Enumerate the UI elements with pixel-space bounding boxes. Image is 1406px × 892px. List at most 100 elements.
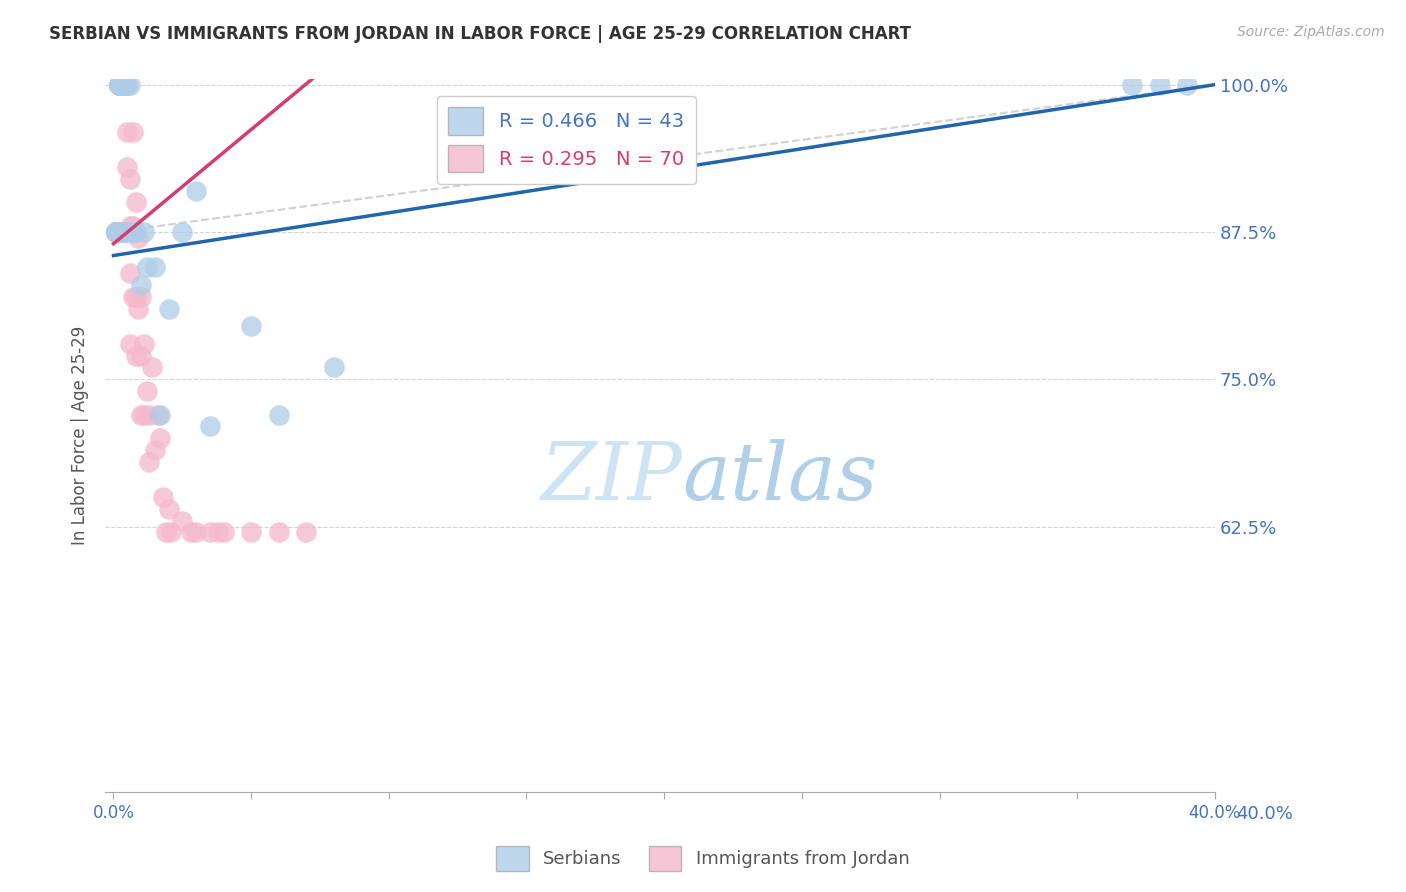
Point bbox=[108, 225, 131, 239]
Point bbox=[114, 225, 136, 239]
Point bbox=[115, 78, 138, 92]
Point bbox=[114, 225, 136, 239]
Point bbox=[118, 172, 141, 186]
Point bbox=[322, 360, 344, 375]
Point bbox=[118, 219, 141, 233]
Point bbox=[114, 225, 136, 239]
Text: ZIP: ZIP bbox=[540, 439, 682, 516]
Point bbox=[146, 408, 169, 422]
Point bbox=[105, 225, 128, 239]
Point bbox=[141, 360, 163, 375]
Point bbox=[124, 290, 146, 304]
Point bbox=[114, 225, 136, 239]
Point bbox=[1149, 78, 1171, 92]
Point bbox=[105, 225, 128, 239]
Point bbox=[114, 78, 136, 92]
Point bbox=[111, 225, 134, 239]
Point bbox=[124, 195, 146, 210]
Point bbox=[105, 225, 128, 239]
Point bbox=[115, 225, 138, 239]
Text: SERBIAN VS IMMIGRANTS FROM JORDAN IN LABOR FORCE | AGE 25-29 CORRELATION CHART: SERBIAN VS IMMIGRANTS FROM JORDAN IN LAB… bbox=[49, 25, 911, 43]
Point bbox=[118, 225, 141, 239]
Text: 40.0%: 40.0% bbox=[1236, 805, 1292, 823]
Point bbox=[121, 225, 143, 239]
Point bbox=[111, 225, 134, 239]
Point bbox=[143, 260, 166, 275]
Point bbox=[160, 525, 183, 540]
Point bbox=[129, 290, 152, 304]
Point bbox=[115, 78, 138, 92]
Point bbox=[172, 225, 194, 239]
Point bbox=[105, 225, 128, 239]
Point bbox=[240, 319, 263, 334]
Point bbox=[118, 78, 141, 92]
Point bbox=[105, 225, 128, 239]
Point bbox=[1121, 78, 1143, 92]
Point bbox=[108, 225, 131, 239]
Point bbox=[105, 225, 128, 239]
Point bbox=[172, 514, 194, 528]
Point bbox=[184, 184, 207, 198]
Point bbox=[108, 225, 131, 239]
Point bbox=[105, 225, 128, 239]
Point bbox=[118, 337, 141, 351]
Point bbox=[111, 225, 134, 239]
Point bbox=[132, 225, 155, 239]
Legend: Serbians, Immigrants from Jordan: Serbians, Immigrants from Jordan bbox=[489, 838, 917, 879]
Point bbox=[115, 78, 138, 92]
Point bbox=[115, 125, 138, 139]
Point bbox=[105, 225, 128, 239]
Point bbox=[127, 301, 149, 316]
Point bbox=[115, 78, 138, 92]
Point bbox=[129, 277, 152, 292]
Point bbox=[240, 525, 263, 540]
Point bbox=[152, 490, 174, 504]
Point bbox=[111, 225, 134, 239]
Point bbox=[108, 225, 131, 239]
Point bbox=[105, 225, 128, 239]
Point bbox=[108, 225, 131, 239]
Point bbox=[105, 225, 128, 239]
Point bbox=[138, 408, 160, 422]
Point bbox=[124, 349, 146, 363]
Point bbox=[108, 78, 131, 92]
Point bbox=[149, 431, 172, 445]
Point bbox=[111, 78, 134, 92]
Point bbox=[114, 225, 136, 239]
Point bbox=[157, 501, 180, 516]
Point bbox=[111, 78, 134, 92]
Point bbox=[108, 225, 131, 239]
Point bbox=[121, 219, 143, 233]
Point bbox=[111, 78, 134, 92]
Point bbox=[143, 442, 166, 457]
Point bbox=[105, 225, 128, 239]
Point bbox=[198, 419, 221, 434]
Point bbox=[184, 525, 207, 540]
Point bbox=[111, 225, 134, 239]
Point bbox=[105, 225, 128, 239]
Point bbox=[115, 160, 138, 174]
Point bbox=[135, 260, 157, 275]
Point bbox=[598, 160, 620, 174]
Point bbox=[149, 408, 172, 422]
Point bbox=[135, 384, 157, 398]
Point bbox=[114, 225, 136, 239]
Point bbox=[121, 290, 143, 304]
Point bbox=[114, 78, 136, 92]
Point bbox=[118, 266, 141, 280]
Point bbox=[108, 225, 131, 239]
Point bbox=[129, 349, 152, 363]
Point bbox=[105, 225, 128, 239]
Legend: R = 0.466   N = 43, R = 0.295   N = 70: R = 0.466 N = 43, R = 0.295 N = 70 bbox=[437, 95, 696, 184]
Point bbox=[111, 78, 134, 92]
Point bbox=[111, 78, 134, 92]
Point bbox=[105, 225, 128, 239]
Point bbox=[155, 525, 177, 540]
Point bbox=[121, 125, 143, 139]
Text: Source: ZipAtlas.com: Source: ZipAtlas.com bbox=[1237, 25, 1385, 39]
Point bbox=[124, 225, 146, 239]
Point bbox=[267, 408, 290, 422]
Point bbox=[180, 525, 202, 540]
Point bbox=[108, 78, 131, 92]
Point bbox=[114, 78, 136, 92]
